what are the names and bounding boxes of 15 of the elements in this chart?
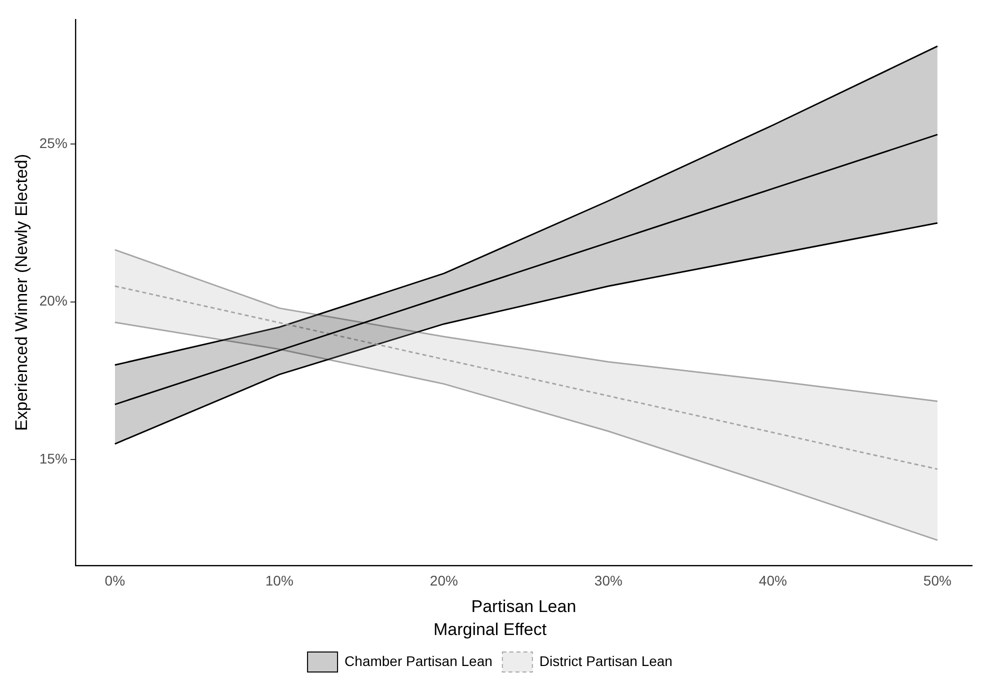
line-series [114,285,938,470]
x-axis-title: Partisan Lean [471,597,576,616]
y-tick-label: 15% [39,450,68,467]
legend-label: District Partisan Lean [539,652,672,669]
legend-title: Marginal Effect [433,620,547,639]
x-tick-label: 0% [104,572,126,589]
x-tick-label: 20% [430,572,458,589]
x-tick-label: 10% [265,572,294,589]
x-tick-label: 40% [758,572,787,589]
y-tick-label: 20% [39,292,68,309]
x-tick-label: 50% [923,572,952,589]
legend-label: Chamber Partisan Lean [344,652,492,669]
y-axis-title: Experienced Winner (Newly Elected) [12,154,31,431]
y-tick-label: 25% [39,134,68,151]
x-tick-label: 30% [594,572,622,589]
